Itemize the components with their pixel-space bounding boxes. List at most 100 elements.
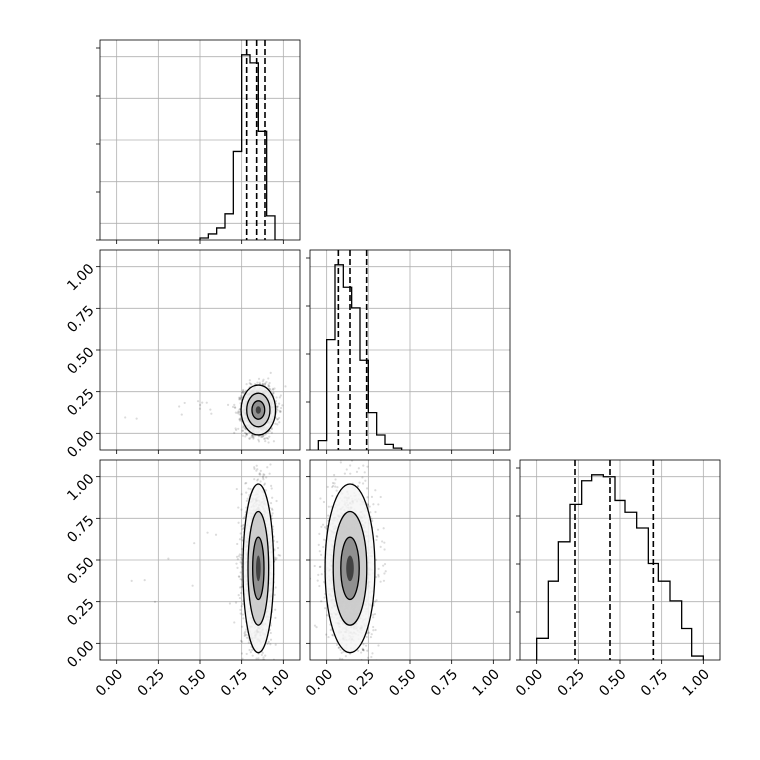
scatter-point xyxy=(236,412,239,415)
scatter-point xyxy=(238,408,241,411)
scatter-point xyxy=(240,652,244,655)
scatter-point xyxy=(259,469,262,472)
scatter-point xyxy=(250,383,253,386)
scatter-point xyxy=(271,496,274,499)
y-tick-label-1: 0.00 xyxy=(64,428,97,461)
scatter-point xyxy=(243,431,247,434)
scatter-point xyxy=(279,410,282,413)
scatter-point xyxy=(245,652,248,656)
y-tick-label-1: 1.00 xyxy=(64,261,97,294)
scatter-point xyxy=(261,651,264,654)
y-tick-label-1: 0.50 xyxy=(64,344,97,377)
scatter-point xyxy=(272,391,275,394)
scatter-point xyxy=(256,479,259,482)
scatter-point xyxy=(268,381,271,385)
scatter-point xyxy=(239,398,242,401)
scatter-point xyxy=(238,596,242,600)
scatter-point xyxy=(196,400,200,403)
scatter-point xyxy=(257,657,260,660)
scatter-point xyxy=(240,493,243,496)
scatter-point xyxy=(252,665,254,667)
scatter-point xyxy=(263,482,267,485)
scatter-point xyxy=(242,389,245,393)
y-tick-label-1: 0.75 xyxy=(64,303,97,336)
scatter-point xyxy=(235,428,238,432)
scatter-point xyxy=(266,437,270,440)
scatter-point xyxy=(251,457,253,459)
scatter-point xyxy=(238,397,241,401)
scatter-point xyxy=(245,432,248,435)
scatter-point xyxy=(210,412,213,415)
scatter-point xyxy=(246,497,249,500)
scatter-point xyxy=(268,387,272,391)
scatter-point xyxy=(264,433,267,436)
scatter-point xyxy=(245,499,248,502)
hist-step-1 xyxy=(317,264,403,450)
scatter-point xyxy=(135,417,138,420)
scatter-point xyxy=(276,423,279,426)
scatter-point xyxy=(260,663,262,665)
scatter-point xyxy=(241,426,245,429)
scatter-point xyxy=(240,553,243,557)
scatter-point xyxy=(244,435,247,438)
scatter-point xyxy=(270,484,273,487)
scatter-point xyxy=(261,435,264,438)
scatter-point xyxy=(258,472,261,475)
scatter-point xyxy=(264,489,267,492)
scatter-point xyxy=(262,446,264,448)
scatter-point xyxy=(269,624,273,627)
scatter-point xyxy=(254,666,256,668)
scatter-point xyxy=(233,431,236,434)
scatter-point xyxy=(268,435,271,438)
scatter-point xyxy=(263,483,266,486)
scatter-point xyxy=(262,378,265,381)
scatter-point xyxy=(263,473,266,476)
scatter-point xyxy=(269,638,273,641)
scatter-point xyxy=(248,437,251,440)
scatter-point xyxy=(263,437,266,440)
scatter-point xyxy=(279,554,282,557)
hist-0-grid xyxy=(100,40,300,240)
scatter-point xyxy=(231,405,235,409)
scatter-point xyxy=(234,406,237,409)
scatter-point xyxy=(266,642,269,645)
scatter-point xyxy=(274,586,277,589)
scatter-point xyxy=(250,436,253,439)
scatter-point xyxy=(238,418,241,421)
scatter-point xyxy=(239,396,242,399)
scatter-point xyxy=(273,593,276,597)
scatter-point xyxy=(256,381,259,384)
scatter-point xyxy=(180,413,183,416)
scatter-point xyxy=(240,585,243,589)
scatter-point xyxy=(265,436,269,440)
scatter-point xyxy=(262,670,264,672)
scatter-point xyxy=(262,476,265,479)
scatter-point xyxy=(239,612,242,615)
scatter-point xyxy=(268,429,271,433)
scatter-point xyxy=(183,401,186,405)
scatter-point xyxy=(271,525,275,528)
scatter-point xyxy=(239,532,242,535)
scatter-point xyxy=(257,377,261,380)
scatter-point xyxy=(237,594,240,597)
scatter-point xyxy=(253,451,255,453)
scatter-point xyxy=(209,408,212,411)
scatter-point xyxy=(261,382,264,386)
scatter-point xyxy=(242,524,245,527)
scatter-panel-0 xyxy=(99,249,301,451)
scatter-point xyxy=(271,387,274,391)
scatter-point xyxy=(273,387,276,390)
scatter-point xyxy=(249,665,251,667)
scatter-point xyxy=(226,403,230,406)
scatter-point xyxy=(248,381,251,385)
scatter-point xyxy=(245,633,248,636)
scatter-point xyxy=(248,669,250,671)
scatter-point xyxy=(239,561,242,564)
scatter-point xyxy=(276,405,280,408)
scatter-point xyxy=(245,636,249,639)
scatter-point xyxy=(258,667,260,669)
hist-1-grid xyxy=(310,250,510,450)
scatter-point xyxy=(278,416,281,420)
scatter-point xyxy=(256,670,258,672)
